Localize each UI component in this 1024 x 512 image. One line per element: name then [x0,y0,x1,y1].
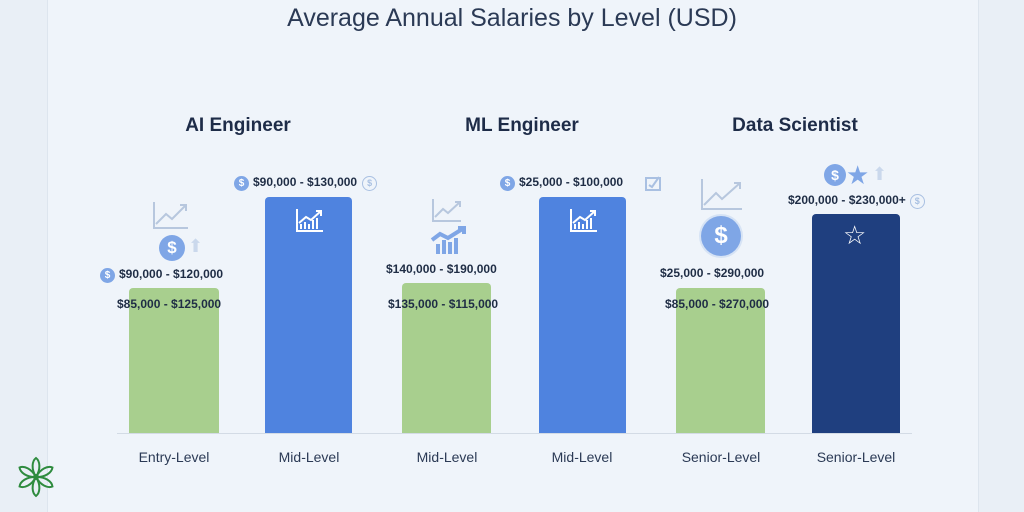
arrow-up-icon: ⬆ [188,236,204,256]
arrow-up-icon: ⬆ [872,164,888,184]
category-label: Entry-Level [138,449,210,465]
label-inner-ds-senior-1: $85,000 - $270,000 [665,297,770,311]
label-text: $90,000 - $130,000 [253,175,358,189]
dollar-coin-icon: $ [234,176,249,191]
bar-chart-trend-icon [570,209,597,232]
baseline [117,433,912,434]
group-title-ai-engineer: AI Engineer [185,115,291,136]
label-text: $25,000 - $100,000 [519,175,624,189]
dollar-coin-icon: $ [100,268,115,283]
category-label: Mid-Level [551,449,613,465]
star-outline-icon: ☆ [843,220,867,250]
label-inner-ml-mid-1: $135,000 - $115,000 [388,297,499,311]
category-label: Senior-Level [681,449,761,465]
calendar-check-icon [645,176,661,191]
bar-ds-senior-1 [676,288,765,433]
bar-ml-mid-1 [402,283,491,433]
dollar-coin-icon: $ [159,235,185,261]
label-top-ds-senior-1: $25,000 - $290,000 [660,266,765,280]
label-top-ai-mid: $ $90,000 - $130,000 $ [234,175,378,191]
label-top-ai-entry: $ $90,000 - $120,000 [100,267,223,283]
label-text: $200,000 - $230,000+ [788,193,906,207]
group-title-data-scientist: Data Scientist [732,115,858,136]
dollar-outline-icon: $ [909,194,925,209]
category-label: Mid-Level [416,449,478,465]
label-inner-ai-entry: $85,000 - $125,000 [117,297,222,311]
chart-title: Average Annual Salaries by Level (USD) [287,4,737,32]
star-icon: ★ [846,160,870,190]
label-top-ml-mid-1: $140,000 - $190,000 [386,262,497,276]
label-top-ds-senior-2: $200,000 - $230,000+ $ [788,193,925,209]
dollar-coin-icon: $ [500,176,515,191]
category-label: Senior-Level [816,449,896,465]
trend-line-icon [432,199,461,222]
bar-ml-mid-2 [539,197,626,433]
group-title-ml-engineer: ML Engineer [465,115,579,136]
bar-ds-senior-2 [812,214,900,433]
flower-logo-icon [16,456,56,497]
label-top-ml-mid-2: $ $25,000 - $100,000 [500,175,623,191]
label-text: $90,000 - $120,000 [119,267,224,281]
trend-line-icon [153,202,188,229]
dollar-coin-icon: $ [824,164,846,186]
dollar-coin-icon: $ [701,216,741,256]
bar-ai-entry [129,288,219,433]
dollar-outline-icon: $ [362,176,378,191]
trend-line-icon [701,179,742,210]
bar-ai-mid [265,197,352,433]
category-label: Mid-Level [278,449,340,465]
bar-chart-trend-icon [430,226,466,254]
bar-chart-trend-icon [296,209,323,232]
